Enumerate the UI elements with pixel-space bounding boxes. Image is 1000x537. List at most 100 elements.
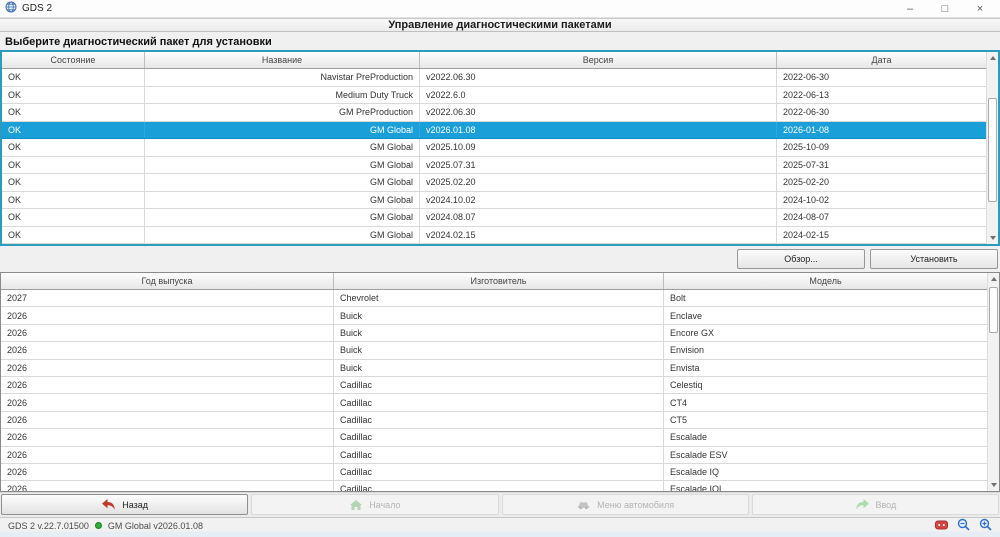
table-row[interactable]: 2026 Cadillac CT4 (1, 394, 987, 412)
table-cell: Buick (334, 324, 664, 342)
table-cell: OK (2, 104, 145, 121)
red-connection-icon[interactable] (935, 520, 948, 532)
bottom-navigation: Назад Начало Меню автомобиля Ввод (0, 492, 1000, 517)
column-header[interactable]: Модель (809, 276, 842, 286)
table-cell: 2026 (1, 429, 334, 446)
close-button[interactable]: × (976, 2, 984, 15)
scroll-down-icon[interactable] (988, 479, 999, 491)
table-cell: 2026 (1, 376, 334, 394)
status-bar: GDS 2 v.22.7.01500 GM Global v2026.01.08 (0, 517, 1000, 537)
globe-icon (5, 0, 17, 18)
table-cell: Navistar PreProduction (145, 69, 420, 86)
zoom-in-icon[interactable] (979, 518, 992, 533)
table-row[interactable]: 2026 Buick Envision (1, 342, 987, 360)
back-button[interactable]: Назад (1, 494, 249, 515)
table-cell: v2022.06.30 (420, 69, 777, 86)
scroll-up-icon[interactable] (988, 273, 999, 285)
page-title: Управление диагностическими пакетами (388, 19, 612, 31)
table-row[interactable]: OK GM Global v2024.08.07 2024-08-07 (2, 209, 986, 227)
table-cell: OK (2, 69, 145, 86)
table-row[interactable]: 2026 Cadillac Escalade ESV (1, 446, 987, 464)
scroll-up-icon[interactable] (987, 52, 998, 64)
table-row[interactable]: OK Medium Duty Truck v2022.6.0 2022-06-13 (2, 86, 986, 104)
titlebar: GDS 2 – □ × (0, 0, 1000, 18)
table-cell: Buick (334, 359, 664, 376)
table-row[interactable]: 2026 Cadillac Celestiq (1, 376, 987, 395)
column-header[interactable]: Состояние (2, 52, 145, 68)
window-title: GDS 2 (22, 3, 53, 14)
table-cell: OK (2, 226, 145, 243)
table-row[interactable]: OK GM Global v2025.02.20 2025-02-20 (2, 174, 986, 192)
table-row[interactable]: OK GM Global v2026.01.08 2026-01-08 (2, 121, 986, 139)
table-cell: OK (2, 139, 145, 156)
table-cell: 2022-06-30 (783, 107, 830, 118)
table-cell: v2025.02.20 (420, 174, 777, 191)
table-cell: Cadillac (334, 481, 664, 491)
table-row[interactable]: 2026 Cadillac Escalade IQL (1, 481, 987, 491)
table-cell: OK (2, 191, 145, 208)
table-cell: GM Global (145, 139, 420, 156)
table-cell: 2025-10-09 (783, 142, 830, 153)
vehicle-menu-button[interactable]: Меню автомобиля (501, 494, 749, 515)
table-cell: 2027 (1, 290, 334, 307)
table-cell: v2024.10.02 (420, 191, 777, 208)
column-header[interactable]: Версия (420, 52, 777, 68)
table-cell: GM Global (145, 209, 420, 226)
vehicles-table-header: Год выпуска Изготовитель Модель (1, 273, 987, 290)
table-row[interactable]: OK GM PreProduction v2022.06.30 2022-06-30 (2, 104, 986, 122)
table-cell: GM Global (145, 156, 420, 173)
table-cell: Cadillac (334, 446, 664, 463)
table-row[interactable]: OK GM Global v2025.10.09 2025-10-09 (2, 139, 986, 157)
minimize-button[interactable]: – (906, 2, 914, 15)
table-cell: 2025-07-31 (783, 159, 830, 170)
table-row[interactable]: OK GM Global v2025.07.31 2025-07-31 (2, 156, 986, 174)
column-header[interactable]: Год выпуска (1, 273, 334, 289)
table-row[interactable]: 2026 Cadillac Escalade IQ (1, 463, 987, 482)
table-cell: v2024.02.15 (420, 226, 777, 243)
vehicles-table-scrollbar[interactable] (987, 273, 999, 491)
instruction-label: Выберите диагностический пакет для устан… (5, 36, 272, 48)
table-cell: v2024.08.07 (420, 209, 777, 226)
table-cell: 2026 (1, 411, 334, 429)
table-row[interactable]: 2027 Chevrolet Bolt (1, 290, 987, 308)
green-home-icon (349, 499, 363, 511)
table-cell: 2026 (1, 481, 334, 491)
table-cell: 2026 (1, 446, 334, 463)
table-cell: 2024-10-02 (783, 194, 830, 205)
action-row: Обзор... Установить (0, 246, 1000, 272)
maximize-button[interactable]: □ (941, 2, 949, 15)
table-cell: v2025.10.09 (420, 139, 777, 156)
table-cell: Escalade (670, 432, 708, 443)
enter-button[interactable]: Ввод (751, 494, 999, 515)
table-row[interactable]: OK Navistar PreProduction v2022.06.30 2022-… (2, 69, 986, 87)
table-cell: OK (2, 121, 145, 138)
table-cell: Enclave (670, 310, 703, 321)
packages-table-scrollbar[interactable] (986, 52, 998, 244)
scroll-thumb[interactable] (989, 287, 998, 333)
table-cell: Encore GX (670, 327, 715, 338)
zoom-out-icon[interactable] (957, 518, 970, 533)
browse-button[interactable]: Обзор... (737, 249, 865, 269)
column-header[interactable]: Изготовитель (334, 273, 664, 289)
red-curved-back-arrow-icon (101, 498, 116, 511)
table-row[interactable]: 2026 Cadillac CT5 (1, 411, 987, 430)
install-button[interactable]: Установить (870, 249, 998, 269)
table-row[interactable]: OK GM Global v2024.10.02 2024-10-02 (2, 191, 986, 209)
table-cell: 2026 (1, 394, 334, 411)
home-button[interactable]: Начало (251, 494, 499, 515)
column-header[interactable]: Название (145, 52, 420, 68)
car-key-icon (576, 500, 591, 510)
table-row[interactable]: 2026 Buick Encore GX (1, 324, 987, 343)
green-curved-forward-arrow-icon (855, 498, 870, 511)
column-header[interactable]: Дата (871, 55, 892, 65)
table-row[interactable]: OK GM Global v2024.02.15 2024-02-15 (2, 226, 986, 244)
scroll-thumb[interactable] (988, 98, 997, 202)
table-row[interactable]: 2026 Cadillac Escalade (1, 429, 987, 447)
scroll-down-icon[interactable] (987, 232, 998, 244)
table-cell: Envision (670, 345, 705, 356)
table-cell: OK (2, 86, 145, 103)
table-row[interactable]: 2026 Buick Envista (1, 359, 987, 377)
table-row[interactable]: 2026 Buick Enclave (1, 307, 987, 325)
table-cell: OK (2, 209, 145, 226)
packages-table: Состояние Название Версия Дата OK Navistar P… (0, 50, 1000, 246)
